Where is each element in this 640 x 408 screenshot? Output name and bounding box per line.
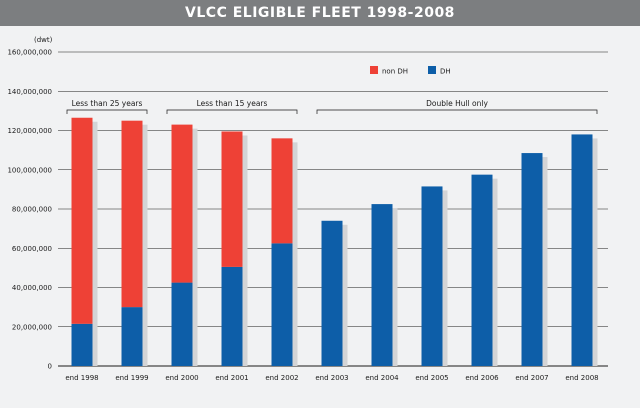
- bar-non-dh: [71, 117, 93, 324]
- bars: [71, 117, 593, 366]
- x-tick-label: end 2008: [565, 374, 598, 382]
- bar-non-dh: [271, 138, 293, 244]
- x-tick-label: end 2000: [165, 374, 198, 382]
- y-tick-label: 100,000,000: [7, 166, 52, 174]
- x-tick-label: end 2003: [315, 374, 348, 382]
- y-axis-unit-label: (dwt): [34, 36, 53, 44]
- bar-dh: [421, 186, 443, 366]
- y-axis-tick-labels: 0 20,000,000 40,000,000 60,000,000 80,000,00…: [7, 49, 52, 371]
- bar-dh: [321, 220, 343, 366]
- period-label: Less than 15 years: [197, 99, 268, 108]
- y-tick-label: 20,000,000: [12, 323, 52, 331]
- x-tick-label: end 2007: [515, 374, 548, 382]
- x-tick-label: end 2005: [415, 374, 448, 382]
- period-annotations: Less than 25 years Less than 15 years Doub…: [66, 99, 598, 114]
- legend-label-dh: DH: [440, 68, 451, 76]
- x-tick-label: end 2001: [215, 374, 248, 382]
- legend: non DH DH: [370, 66, 451, 76]
- bar-dh: [121, 307, 143, 366]
- bar-dh: [521, 153, 543, 366]
- y-tick-label: 160,000,000: [7, 49, 52, 57]
- bar-dh: [471, 174, 493, 366]
- y-tick-label: 60,000,000: [12, 245, 52, 253]
- period-bracket: Double Hull only: [316, 99, 598, 114]
- legend-label-non-dh: non DH: [382, 68, 408, 76]
- period-bracket: Less than 25 years: [66, 99, 148, 114]
- bar-non-dh: [171, 124, 193, 283]
- x-tick-label: end 2002: [265, 374, 298, 382]
- bar-dh: [371, 204, 393, 366]
- y-tick-label: 140,000,000: [7, 88, 52, 96]
- x-axis-tick-labels: end 1998 end 1999 end 2000 end 2001 end 2002…: [65, 374, 598, 382]
- y-tick-label: 120,000,000: [7, 127, 52, 135]
- y-tick-label: 40,000,000: [12, 284, 52, 292]
- bar-chart: 0 20,000,000 40,000,000 60,000,000 80,000,00…: [7, 36, 608, 382]
- bar-dh: [221, 266, 243, 366]
- chart-title: VLCC ELIGIBLE FLEET 1998-2008: [185, 5, 455, 21]
- bar-dh: [171, 282, 193, 366]
- x-tick-label: end 2004: [365, 374, 399, 382]
- period-bracket: Less than 15 years: [166, 99, 298, 114]
- y-tick-label: 0: [48, 363, 52, 371]
- legend-swatch-dh: [428, 66, 436, 74]
- x-tick-label: end 2006: [465, 374, 499, 382]
- chart-title-banner: VLCC ELIGIBLE FLEET 1998-2008: [0, 0, 640, 26]
- period-label: Double Hull only: [426, 99, 488, 108]
- bar-dh: [271, 243, 293, 366]
- period-label: Less than 25 years: [72, 99, 143, 108]
- bar-dh: [571, 134, 593, 366]
- bar-non-dh: [221, 131, 243, 267]
- y-tick-label: 80,000,000: [12, 206, 52, 214]
- bar-non-dh: [121, 120, 143, 308]
- bar-dh: [71, 323, 93, 366]
- x-tick-label: end 1998: [65, 374, 98, 382]
- gridlines: [58, 51, 608, 367]
- x-tick-label: end 1999: [115, 374, 148, 382]
- legend-swatch-non-dh: [370, 66, 378, 74]
